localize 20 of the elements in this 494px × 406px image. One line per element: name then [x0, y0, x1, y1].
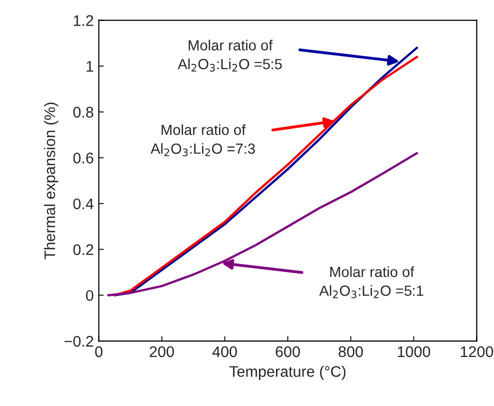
- x-axis-title: Temperature (°C): [229, 366, 346, 380]
- y-tick-label: 0.6: [73, 152, 94, 164]
- x-tick-label: 200: [150, 346, 174, 358]
- x-tick-label: 1200: [460, 346, 494, 358]
- x-tick-label: 1000: [398, 346, 430, 358]
- x-tick-label: 0: [95, 346, 102, 358]
- annotation: Molar ratio of Al$_{2}$O$_{3}$:Li$_{2}$O =5:1: [319, 266, 424, 298]
- y-tick-label: 1.2: [74, 15, 94, 26]
- y-tick-label: 0.2: [73, 244, 94, 256]
- annotation: Molar ratio of Al$_{2}$O$_{3}$:Li$_{2}$O =7:3: [150, 124, 255, 156]
- x-tick-label: 400: [212, 346, 237, 358]
- x-tick-label: 800: [338, 346, 363, 358]
- y-tick-label: 1: [86, 61, 94, 72]
- y-tick-label: −0.2: [64, 336, 94, 347]
- y-tick-label: 0.8: [73, 106, 94, 118]
- y-tick-label: 0: [86, 290, 94, 301]
- annotation: Molar ratio of Al$_{2}$O$_{3}$:Li$_{2}$O =5:5: [178, 40, 282, 72]
- x-tick-label: 600: [276, 346, 300, 358]
- y-axis-title: Thermal expansion (%): [44, 102, 58, 260]
- y-tick-label: 0.4: [73, 198, 94, 210]
